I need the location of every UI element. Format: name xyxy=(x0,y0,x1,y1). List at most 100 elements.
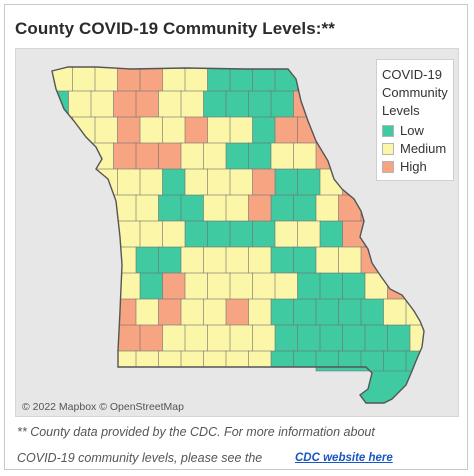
county-region[interactable] xyxy=(139,220,164,248)
county-region[interactable] xyxy=(158,194,182,222)
county-region[interactable] xyxy=(203,350,227,378)
county-region[interactable] xyxy=(72,324,96,352)
county-region[interactable] xyxy=(203,90,227,118)
county-region[interactable] xyxy=(274,116,299,144)
county-region[interactable] xyxy=(383,194,407,222)
county-region[interactable] xyxy=(162,376,186,404)
county-region[interactable] xyxy=(135,298,160,326)
county-region[interactable] xyxy=(319,272,344,300)
county-region[interactable] xyxy=(248,246,272,274)
county-region[interactable] xyxy=(229,324,254,352)
county-region[interactable] xyxy=(162,324,186,352)
county-region[interactable] xyxy=(270,142,295,170)
county-region[interactable] xyxy=(162,116,186,144)
county-region[interactable] xyxy=(297,220,321,248)
legend-item-high[interactable]: High xyxy=(382,159,448,174)
county-region[interactable] xyxy=(50,116,74,144)
county-region[interactable] xyxy=(225,246,250,274)
county-region[interactable] xyxy=(383,246,407,274)
county-region[interactable] xyxy=(248,194,272,222)
county-region[interactable] xyxy=(94,376,119,404)
legend-item-low[interactable]: Low xyxy=(382,123,448,138)
county-region[interactable] xyxy=(225,142,250,170)
county-region[interactable] xyxy=(405,298,429,326)
county-region[interactable] xyxy=(113,90,137,118)
county-region[interactable] xyxy=(387,220,411,248)
county-region[interactable] xyxy=(229,220,254,248)
county-region[interactable] xyxy=(184,272,209,300)
county-region[interactable] xyxy=(297,116,321,144)
county-region[interactable] xyxy=(50,324,74,352)
county-region[interactable] xyxy=(184,220,209,248)
county-region[interactable] xyxy=(297,65,321,92)
county-region[interactable] xyxy=(68,142,92,170)
county-region[interactable] xyxy=(184,324,209,352)
county-region[interactable] xyxy=(405,246,429,274)
county-region[interactable] xyxy=(94,220,119,248)
county-region[interactable] xyxy=(113,246,137,274)
county-region[interactable] xyxy=(184,116,209,144)
county-region[interactable] xyxy=(315,194,340,222)
county-region[interactable] xyxy=(162,220,186,248)
county-region[interactable] xyxy=(274,376,299,404)
county-region[interactable] xyxy=(225,90,250,118)
county-region[interactable] xyxy=(113,142,137,170)
county-region[interactable] xyxy=(319,324,344,352)
county-region[interactable] xyxy=(207,324,231,352)
county-region[interactable] xyxy=(207,272,231,300)
county-region[interactable] xyxy=(135,142,160,170)
county-region[interactable] xyxy=(72,168,96,196)
county-region[interactable] xyxy=(94,272,119,300)
county-region[interactable] xyxy=(360,246,385,274)
county-region[interactable] xyxy=(113,298,137,326)
county-region[interactable] xyxy=(252,272,276,300)
county-region[interactable] xyxy=(117,376,141,404)
county-region[interactable] xyxy=(342,65,366,92)
bootheel-region[interactable] xyxy=(315,366,413,404)
county-region[interactable] xyxy=(139,272,164,300)
county-region[interactable] xyxy=(139,376,164,404)
county-region[interactable] xyxy=(297,324,321,352)
county-region[interactable] xyxy=(68,298,92,326)
county-region[interactable] xyxy=(90,298,115,326)
county-region[interactable] xyxy=(274,220,299,248)
county-region[interactable] xyxy=(338,246,362,274)
county-region[interactable] xyxy=(229,116,254,144)
county-region[interactable] xyxy=(46,90,70,118)
county-region[interactable] xyxy=(68,350,92,378)
county-region[interactable] xyxy=(319,116,344,144)
county-region[interactable] xyxy=(180,298,205,326)
county-region[interactable] xyxy=(50,376,74,404)
county-region[interactable] xyxy=(319,65,344,92)
county-region[interactable] xyxy=(139,116,164,144)
county-region[interactable] xyxy=(207,116,231,144)
county-region[interactable] xyxy=(364,220,389,248)
county-region[interactable] xyxy=(113,350,137,378)
county-region[interactable] xyxy=(405,194,429,222)
county-region[interactable] xyxy=(364,272,389,300)
county-region[interactable] xyxy=(315,90,340,118)
county-region[interactable] xyxy=(90,350,115,378)
county-region[interactable] xyxy=(248,350,272,378)
county-region[interactable] xyxy=(270,90,295,118)
county-region[interactable] xyxy=(293,350,317,378)
county-region[interactable] xyxy=(94,65,119,92)
county-region[interactable] xyxy=(94,116,119,144)
county-region[interactable] xyxy=(180,142,205,170)
county-region[interactable] xyxy=(158,90,182,118)
county-region[interactable] xyxy=(72,272,96,300)
county-region[interactable] xyxy=(184,168,209,196)
county-region[interactable] xyxy=(72,116,96,144)
county-region[interactable] xyxy=(225,298,250,326)
legend-item-medium[interactable]: Medium xyxy=(382,141,448,156)
county-region[interactable] xyxy=(203,142,227,170)
county-region[interactable] xyxy=(315,298,340,326)
county-region[interactable] xyxy=(248,142,272,170)
county-region[interactable] xyxy=(135,350,160,378)
county-region[interactable] xyxy=(90,90,115,118)
county-region[interactable] xyxy=(135,246,160,274)
county-region[interactable] xyxy=(342,376,366,404)
county-region[interactable] xyxy=(50,168,74,196)
county-region[interactable] xyxy=(338,142,362,170)
county-region[interactable] xyxy=(315,350,340,378)
